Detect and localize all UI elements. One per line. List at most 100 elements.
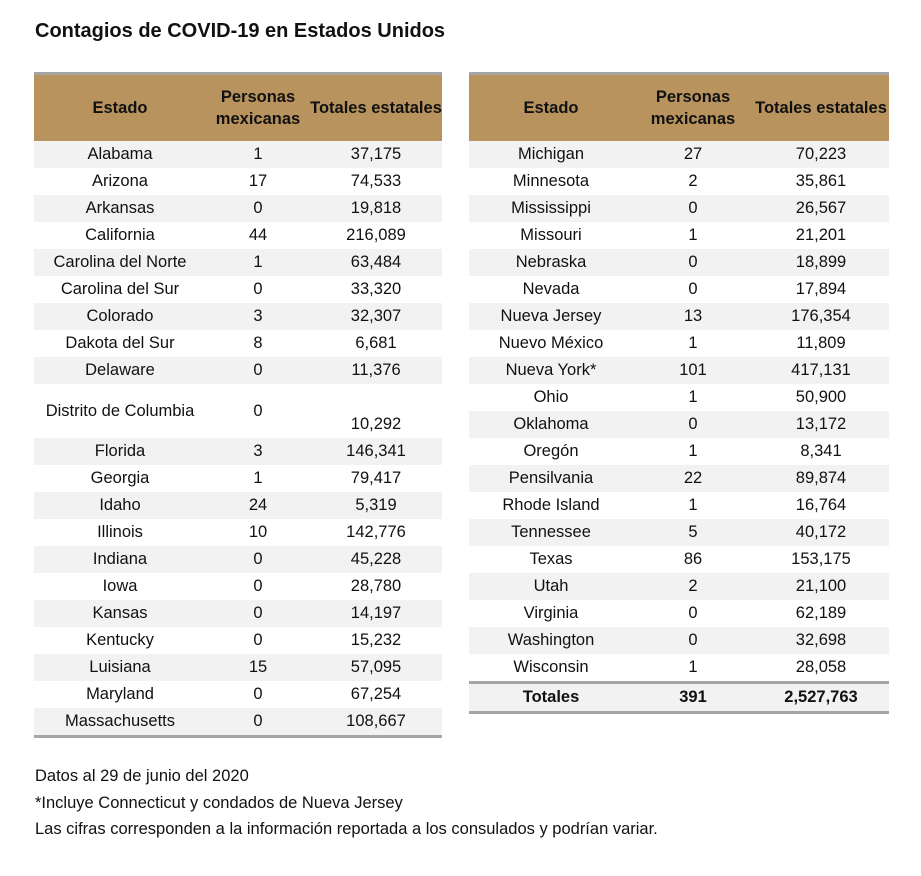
cell-totales: 142,776 bbox=[346, 523, 406, 541]
table-row: Illinois 10 142,776 bbox=[34, 519, 442, 546]
cell-totales: 70,223 bbox=[753, 141, 889, 168]
cell-personas: 44 bbox=[248, 226, 268, 244]
header-totales: Totales estatales bbox=[753, 72, 889, 141]
cell-totales: 28,780 bbox=[350, 577, 402, 595]
table-row: Wisconsin 1 28,058 bbox=[469, 654, 889, 683]
table-row: Nueva York* 101 417,131 bbox=[469, 357, 889, 384]
table-row: Texas 86 153,175 bbox=[469, 546, 889, 573]
cell-estado: Oregón bbox=[523, 442, 579, 460]
table-row: Dakota del Sur 8 6,681 bbox=[34, 330, 442, 357]
cell-personas: 22 bbox=[633, 465, 753, 492]
table-row: Virginia 0 62,189 bbox=[469, 600, 889, 627]
cell-totales: 62,189 bbox=[795, 604, 847, 622]
header-totales: Totales estatales bbox=[310, 72, 442, 141]
cell-estado: Nebraska bbox=[469, 249, 633, 276]
cell-estado: Illinois bbox=[97, 523, 143, 541]
table-row: Kentucky 0 15,232 bbox=[34, 627, 442, 654]
cell-personas: 0 bbox=[688, 280, 698, 298]
cell-personas: 3 bbox=[206, 303, 310, 330]
cell-totales: 40,172 bbox=[753, 519, 889, 546]
cell-estado: Carolina del Sur bbox=[60, 280, 180, 298]
cell-personas: 17 bbox=[248, 172, 268, 190]
totals-cell: 391 bbox=[633, 681, 753, 714]
cell-personas: 1 bbox=[688, 496, 698, 514]
cell-personas: 15 bbox=[206, 654, 310, 681]
table-row: Georgia 1 79,417 bbox=[34, 465, 442, 492]
cell-personas: 0 bbox=[206, 357, 310, 384]
totals-row: Totales 391 2,527,763 bbox=[469, 681, 889, 714]
cell-estado: Rhode Island bbox=[502, 496, 600, 514]
note-ny: *Incluye Connecticut y condados de Nueva… bbox=[35, 793, 403, 812]
cell-totales: 74,533 bbox=[350, 172, 402, 190]
table-row: Arizona 17 74,533 bbox=[34, 168, 442, 195]
cell-totales: 35,861 bbox=[795, 172, 847, 190]
table-row: Nueva Jersey 13 176,354 bbox=[469, 303, 889, 330]
cell-estado: Pensilvania bbox=[469, 465, 633, 492]
cell-estado: Carolina del Norte bbox=[34, 249, 206, 276]
cell-personas: 1 bbox=[688, 226, 698, 244]
table-row: Indiana 0 45,228 bbox=[34, 546, 442, 573]
cell-estado: Kansas bbox=[34, 600, 206, 627]
cell-totales: 79,417 bbox=[350, 469, 402, 487]
cell-totales: 18,899 bbox=[753, 249, 889, 276]
cell-personas: 0 bbox=[253, 631, 263, 649]
cell-estado: Indiana bbox=[34, 546, 206, 573]
table-row: Massachusetts 0 108,667 bbox=[34, 708, 442, 738]
cell-totales: 32,698 bbox=[753, 627, 889, 654]
cell-estado: Delaware bbox=[34, 357, 206, 384]
table-row: Nuevo México 1 11,809 bbox=[469, 330, 889, 357]
cell-estado: Michigan bbox=[469, 141, 633, 168]
note-date: Datos al 29 de junio del 2020 bbox=[35, 767, 249, 785]
table-row: Michigan 27 70,223 bbox=[469, 141, 889, 168]
cell-personas: 0 bbox=[206, 195, 310, 222]
cell-personas: 0 bbox=[253, 280, 263, 298]
cell-personas: 1 bbox=[688, 388, 698, 406]
cell-personas: 0 bbox=[633, 249, 753, 276]
cell-totales: 67,254 bbox=[350, 685, 402, 703]
cell-totales: 153,175 bbox=[791, 550, 851, 568]
cell-personas: 1 bbox=[688, 442, 698, 460]
cell-estado: Nevada bbox=[522, 280, 580, 298]
page-title: Contagios de COVID-19 en Estados Unidos bbox=[35, 20, 446, 42]
table-row: Nevada 0 17,894 bbox=[469, 276, 889, 303]
cell-personas: 0 bbox=[206, 546, 310, 573]
table-row: Missouri 1 21,201 bbox=[469, 222, 889, 249]
cell-estado: Texas bbox=[529, 550, 573, 568]
cell-estado: Nueva York* bbox=[469, 357, 633, 384]
table-row: Oregón 1 8,341 bbox=[469, 438, 889, 465]
cell-estado: Iowa bbox=[102, 577, 138, 595]
cell-estado: California bbox=[85, 226, 155, 244]
cell-estado: Minnesota bbox=[512, 172, 590, 190]
table-row: Pensilvania 22 89,874 bbox=[469, 465, 889, 492]
table-row: California 44 216,089 bbox=[34, 222, 442, 249]
cell-totales: 33,320 bbox=[350, 280, 402, 298]
cell-totales: 6,681 bbox=[355, 334, 397, 352]
cell-personas: 86 bbox=[683, 550, 703, 568]
cell-personas: 0 bbox=[688, 604, 698, 622]
cell-totales: 21,100 bbox=[753, 573, 889, 600]
cell-totales: 21,201 bbox=[795, 226, 847, 244]
cell-estado: Florida bbox=[34, 438, 206, 465]
table-row: Tennessee 5 40,172 bbox=[469, 519, 889, 546]
table-row: Distrito de Columbia 0 10,292 bbox=[34, 384, 442, 438]
cell-totales: 19,818 bbox=[310, 195, 442, 222]
table-row: Nebraska 0 18,899 bbox=[469, 249, 889, 276]
cell-estado: Maryland bbox=[86, 685, 154, 703]
cell-personas: 1 bbox=[206, 141, 310, 168]
table-row: Washington 0 32,698 bbox=[469, 627, 889, 654]
cell-personas: 0 bbox=[633, 627, 753, 654]
cell-estado: Alabama bbox=[34, 141, 206, 168]
cell-personas: 2 bbox=[633, 573, 753, 600]
cell-totales: 57,095 bbox=[310, 654, 442, 681]
cell-personas: 0 bbox=[253, 401, 263, 420]
cell-totales: 17,894 bbox=[795, 280, 847, 298]
table-row: Idaho 24 5,319 bbox=[34, 492, 442, 519]
cell-personas: 1 bbox=[253, 469, 263, 487]
table-row: Iowa 0 28,780 bbox=[34, 573, 442, 600]
cell-totales: 89,874 bbox=[753, 465, 889, 492]
cell-estado: Ohio bbox=[533, 388, 569, 406]
cell-personas: 5 bbox=[633, 519, 753, 546]
cell-totales: 32,307 bbox=[310, 303, 442, 330]
header-personas: Personas mexicanas bbox=[206, 72, 310, 141]
table-row: Colorado 3 32,307 bbox=[34, 303, 442, 330]
